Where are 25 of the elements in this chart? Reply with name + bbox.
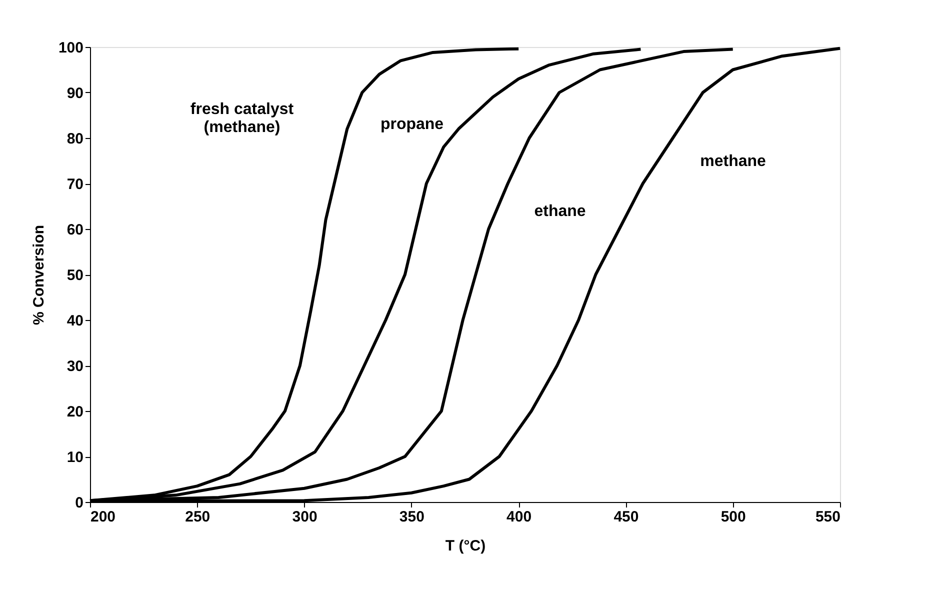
- x-tick-label: 400: [506, 508, 532, 526]
- annotation: propane: [380, 116, 444, 133]
- y-tick-label: 40: [66, 312, 84, 330]
- y-tick-label: 70: [66, 176, 84, 193]
- y-tick-label: 90: [66, 85, 84, 102]
- x-tick-label: 300: [292, 508, 318, 526]
- x-tick-label: 250: [185, 508, 210, 526]
- y-tick-label: 100: [58, 40, 84, 56]
- annotation: ethane: [534, 203, 586, 220]
- x-tick-label: 500: [720, 508, 746, 526]
- x-axis-title: T (°C): [445, 538, 486, 554]
- y-tick-label: 30: [66, 358, 84, 375]
- annotation: fresh catalyst (methane): [190, 101, 294, 136]
- annotation: methane: [700, 153, 766, 170]
- y-tick-label: 10: [66, 449, 84, 466]
- y-tick-label: 20: [66, 404, 84, 420]
- x-tick-label: 550: [815, 508, 840, 526]
- x-tick-label: 450: [614, 508, 639, 526]
- x-tick-label: 200: [90, 508, 116, 526]
- y-axis-title: % Conversion: [30, 224, 48, 326]
- y-tick-label: 80: [66, 130, 84, 148]
- y-tick-label: 50: [66, 267, 84, 284]
- x-tick-label: 350: [399, 508, 424, 526]
- y-tick-label: 0: [75, 494, 84, 512]
- y-tick-label: 60: [66, 222, 84, 238]
